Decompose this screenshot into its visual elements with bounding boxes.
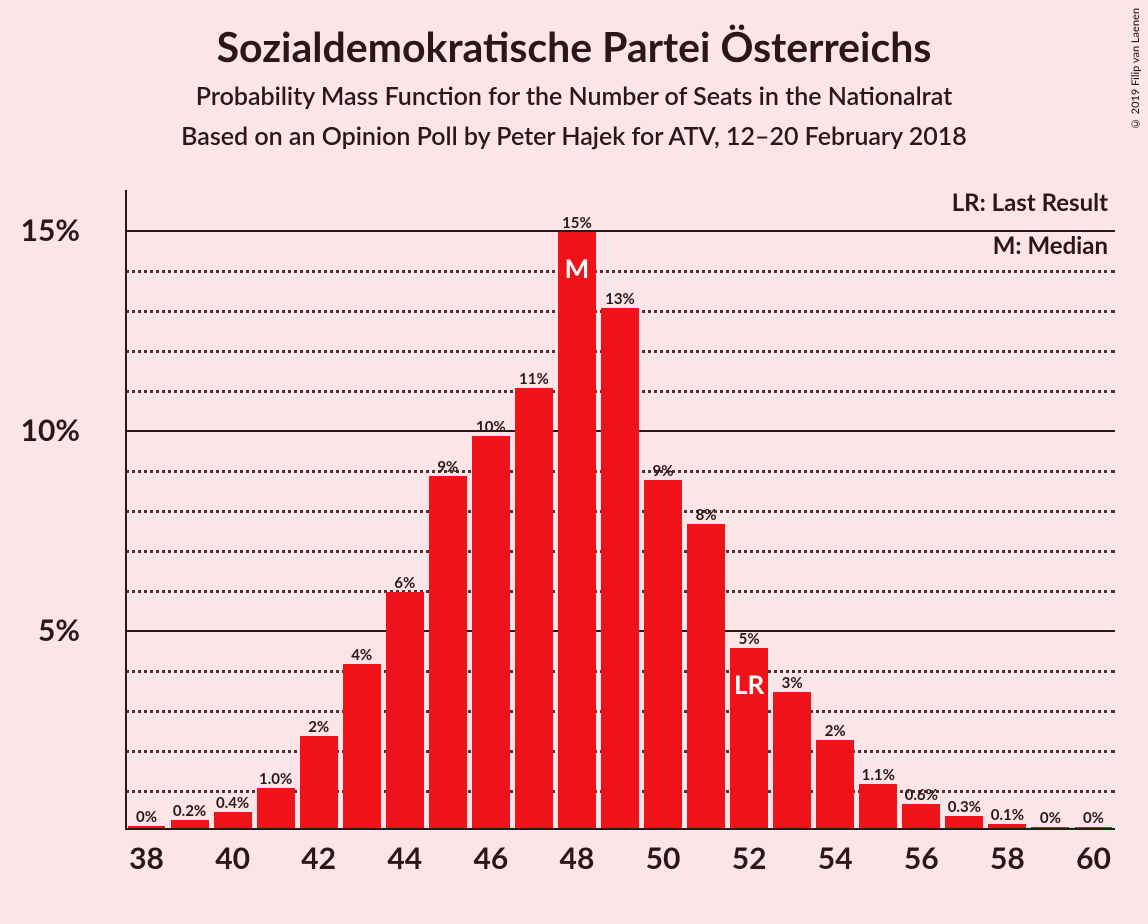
y-axis-tick-label: 15% [0, 212, 80, 248]
bar [515, 388, 553, 828]
bar-value-label: 5% [739, 630, 760, 648]
x-axis-tick-label: 52 [732, 840, 767, 876]
bar-value-label: 2% [825, 722, 846, 740]
x-axis-tick-label: 44 [387, 840, 422, 876]
x-axis-tick-label: 50 [646, 840, 681, 876]
bar-value-label: 1.0% [259, 770, 292, 788]
bar [300, 736, 338, 828]
bar-value-label: 4% [351, 646, 372, 664]
bar-value-label: 2% [308, 718, 329, 736]
chart-subtitle-2: Based on an Opinion Poll by Peter Hajek … [0, 121, 1148, 151]
bar-value-label: 9% [437, 458, 458, 476]
bar [945, 816, 983, 828]
x-axis-tick-label: 48 [560, 840, 595, 876]
bar-value-label: 6% [394, 574, 415, 592]
bar-value-label: 0.6% [905, 786, 938, 804]
bar [558, 232, 596, 828]
x-axis-tick-label: 42 [301, 840, 336, 876]
bar [687, 524, 725, 828]
bar-value-label: 13% [605, 290, 635, 308]
x-axis-tick-label: 56 [904, 840, 939, 876]
x-axis-tick-label: 40 [215, 840, 250, 876]
bar-value-label: 9% [653, 462, 674, 480]
bar-value-label: 8% [696, 506, 717, 524]
bar [859, 784, 897, 828]
x-axis-tick-label: 54 [818, 840, 853, 876]
bar-value-label: 3% [782, 674, 803, 692]
title-block: Sozialdemokratische Partei Österreichs P… [0, 0, 1148, 151]
bar [429, 476, 467, 828]
bar [773, 692, 811, 828]
x-axis-tick-label: 58 [990, 840, 1025, 876]
x-axis-tick-label: 38 [129, 840, 164, 876]
x-axis-tick-label: 46 [473, 840, 508, 876]
x-axis-line [125, 828, 1115, 830]
bar [988, 824, 1026, 828]
bar-value-label: 1.1% [862, 766, 895, 784]
bar [343, 664, 381, 828]
bar-value-label: 0.1% [991, 806, 1024, 824]
chart-plot-area: 5%10%15%3840424446485052545658600%0.2%0.… [125, 190, 1115, 830]
bar [902, 804, 940, 828]
bar-value-label: 0% [1083, 809, 1104, 827]
bar [128, 826, 166, 828]
gridline-minor [125, 270, 1115, 273]
bar-value-label: 10% [476, 418, 506, 436]
bar [214, 812, 252, 828]
bar-value-label: 0.4% [216, 794, 249, 812]
bar-value-label: 0% [136, 808, 157, 826]
bar-value-label: 0.3% [948, 798, 981, 816]
bar-value-label: 15% [562, 214, 592, 232]
bar [601, 308, 639, 828]
bar [257, 788, 295, 828]
bar [386, 592, 424, 828]
bar [472, 436, 510, 828]
last-result-marker: LR [734, 668, 764, 700]
y-axis-tick-label: 5% [0, 612, 80, 648]
bar [644, 480, 682, 828]
bar [171, 820, 209, 828]
x-axis-tick-label: 60 [1076, 840, 1111, 876]
bar [816, 740, 854, 828]
median-marker: M [565, 252, 590, 284]
copyright-text: © 2019 Filip van Laenen [1129, 8, 1142, 130]
bar-value-label: 0.2% [173, 802, 206, 820]
chart-title: Sozialdemokratische Partei Österreichs [0, 22, 1148, 71]
chart-subtitle-1: Probability Mass Function for the Number… [0, 81, 1148, 111]
bar-value-label: 0% [1040, 809, 1061, 827]
y-axis-tick-label: 10% [0, 412, 80, 448]
bar [1031, 827, 1069, 828]
bar-value-label: 11% [519, 370, 549, 388]
gridline-major [125, 230, 1115, 232]
